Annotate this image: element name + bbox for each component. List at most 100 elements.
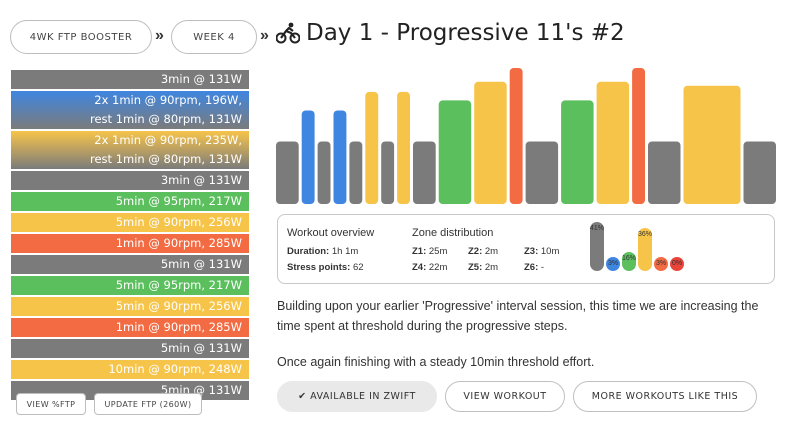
zone-label: Z5: [468, 262, 483, 273]
interval-row: 3min @ 131W [11, 171, 249, 192]
stress-value: 62 [353, 262, 364, 273]
workout-interval-bar [648, 141, 681, 204]
interval-row: 1min @ 90rpm, 285W [11, 318, 249, 339]
interval-row: 10min @ 90rpm, 248W [11, 360, 249, 381]
interval-text: 10min @ 90rpm, 248W [108, 362, 242, 376]
interval-text: 2x 1min @ 90rpm, 196W, [94, 93, 242, 107]
interval-text: 5min @ 90rpm, 256W [115, 215, 242, 229]
zone-value: 22m [428, 262, 448, 273]
zone-percent-label: 3% [655, 260, 667, 267]
interval-text: 5min @ 131W [160, 257, 242, 271]
workout-interval-bar [301, 110, 315, 204]
interval-text: 5min @ 95rpm, 217W [115, 278, 242, 292]
zone-z5: Z5: 2m [468, 262, 498, 273]
workout-interval-bar [509, 68, 523, 204]
update-ftp-button[interactable]: UPDATE FTP (260W) [94, 393, 202, 415]
interval-row: 5min @ 95rpm, 217W [11, 276, 249, 297]
interval-row: 3min @ 131W [11, 70, 249, 91]
zone-percent-label: 0% [671, 260, 683, 267]
interval-list: 3min @ 131W 2x 1min @ 90rpm, 196W, rest 1m… [11, 70, 249, 402]
duration-value: 1h 1m [331, 246, 359, 257]
zone-bar [638, 227, 652, 271]
more-workouts-button[interactable]: MORE WORKOUTS LIKE THIS [573, 381, 757, 412]
duration-label: Duration: [287, 246, 330, 257]
zone-label: Z2: [468, 246, 483, 257]
week-breadcrumb-button[interactable]: WEEK 4 [171, 20, 257, 54]
interval-text: rest 1min @ 80rpm, 131W [89, 152, 242, 166]
workout-interval-bar [413, 141, 436, 204]
interval-row: 5min @ 131W [11, 255, 249, 276]
zone-bar [622, 251, 636, 271]
zone-percent-label: 36% [637, 230, 652, 238]
interval-text: rest 1min @ 80rpm, 131W [89, 112, 242, 126]
interval-row: 2x 1min @ 90rpm, 235W, rest 1min @ 80rpm,… [11, 131, 249, 171]
interval-text: 1min @ 90rpm, 285W [115, 320, 242, 334]
zone-bar [670, 257, 684, 271]
workout-overview-panel: Workout overview Duration: 1h 1m Stress … [277, 214, 775, 284]
zone-z2: Z2: 2m [468, 246, 498, 257]
description-paragraph: Once again finishing with a steady 10min… [277, 355, 595, 369]
workout-interval-bar [317, 141, 331, 204]
view-workout-button[interactable]: VIEW WORKOUT [445, 381, 565, 412]
workout-interval-bar [596, 81, 630, 204]
zone-label: Z1: [412, 246, 427, 257]
cyclist-icon [276, 22, 300, 44]
workout-description: Building upon your earlier 'Progressive'… [277, 296, 777, 388]
zone-value: - [540, 262, 545, 273]
zone-label: Z4: [412, 262, 427, 273]
interval-row: 5min @ 90rpm, 256W [11, 213, 249, 234]
interval-row: 5min @ 131W [11, 339, 249, 360]
interval-row: 2x 1min @ 90rpm, 196W, rest 1min @ 80rpm,… [11, 91, 249, 131]
workout-interval-bar [276, 141, 299, 204]
interval-row: 5min @ 95rpm, 217W [11, 192, 249, 213]
available-in-zwift-button[interactable]: ✔ AVAILABLE IN ZWIFT [277, 381, 437, 412]
zone-z6: Z6: - [524, 262, 544, 273]
breadcrumb-separator: » [260, 27, 269, 44]
interval-text: 5min @ 131W [160, 341, 242, 355]
interval-row: 5min @ 90rpm, 256W [11, 297, 249, 318]
zone-value: 2m [484, 262, 499, 273]
zone-percent-label: 41% [589, 224, 604, 232]
page-title: Day 1 - Progressive 11's #2 [306, 20, 625, 46]
stress-label: Stress points: [287, 262, 351, 273]
workout-interval-bar [365, 91, 379, 204]
description-paragraph: Building upon your earlier 'Progressive'… [277, 299, 759, 333]
zone-bar [606, 257, 620, 271]
zone-distribution-heading: Zone distribution [412, 227, 494, 239]
stress-row: Stress points: 62 [287, 262, 364, 273]
workout-interval-bar [381, 141, 395, 204]
zone-percent-label: 16% [621, 254, 636, 262]
zone-z4: Z4: 22m [412, 262, 447, 273]
zone-z1: Z1: 25m [412, 246, 447, 257]
plan-breadcrumb-button[interactable]: 4WK FTP BOOSTER [10, 20, 152, 54]
zone-label: Z3: [524, 246, 539, 257]
zone-value: 2m [484, 246, 499, 257]
workout-interval-bar [743, 141, 776, 204]
workout-interval-bar [561, 100, 594, 204]
interval-text: 1min @ 90rpm, 285W [115, 236, 242, 250]
workout-interval-bar [683, 85, 741, 204]
zone-bar [590, 221, 604, 271]
workout-interval-bar [525, 141, 559, 204]
workout-interval-bar [349, 141, 363, 204]
duration-row: Duration: 1h 1m [287, 246, 358, 257]
workout-interval-bar [397, 91, 410, 204]
breadcrumb-separator: » [155, 27, 164, 44]
workout-interval-bar [632, 68, 645, 204]
workout-interval-bar [438, 100, 472, 204]
zone-bar [654, 257, 668, 271]
overview-heading: Workout overview [287, 227, 375, 239]
interval-text: 3min @ 131W [160, 173, 242, 187]
workout-profile-chart [276, 68, 776, 204]
zone-percent-label: 3% [607, 260, 619, 267]
zone-value: 10m [540, 246, 560, 257]
interval-text: 5min @ 95rpm, 217W [115, 194, 242, 208]
view-ftp-button[interactable]: VIEW %FTP [16, 393, 86, 415]
interval-text: 2x 1min @ 90rpm, 235W, [94, 133, 242, 147]
zone-z3: Z3: 10m [524, 246, 559, 257]
interval-row: 1min @ 90rpm, 285W [11, 234, 249, 255]
workout-interval-bar [474, 81, 507, 204]
zone-label: Z6: [524, 262, 539, 273]
interval-text: 3min @ 131W [160, 72, 242, 86]
zone-distribution-bars: 41% 3% 16% 36% 3% 0% [590, 215, 700, 283]
